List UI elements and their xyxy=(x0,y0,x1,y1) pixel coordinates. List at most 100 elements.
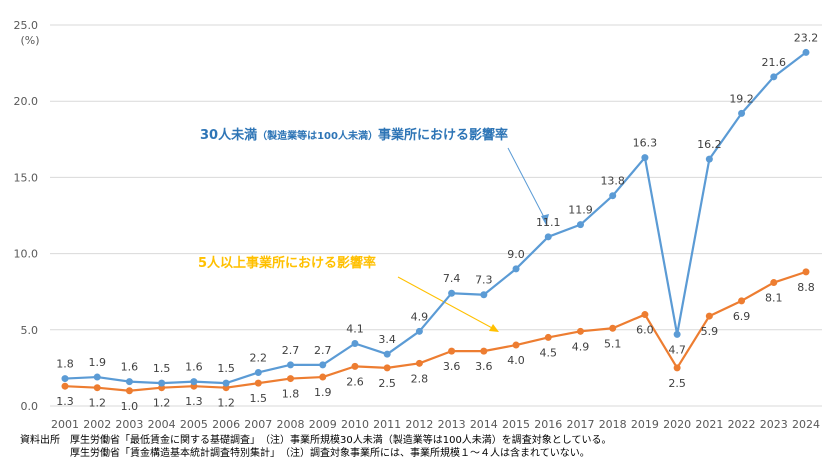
data-label: 11.1 xyxy=(536,216,561,229)
x-tick-label: 2012 xyxy=(405,418,433,431)
x-tick-label: 2024 xyxy=(792,418,820,431)
data-point xyxy=(93,373,101,381)
data-point xyxy=(480,291,488,299)
y-tick-label: 0.0 xyxy=(21,400,39,413)
data-label: 4.7 xyxy=(668,343,686,356)
x-tick-label: 2019 xyxy=(631,418,659,431)
data-label: 1.9 xyxy=(88,356,106,369)
data-label: 13.8 xyxy=(600,175,625,188)
x-tick-label: 2005 xyxy=(180,418,208,431)
data-point xyxy=(576,327,584,335)
y-tick-label: 25.0 xyxy=(14,19,39,32)
y-tick-label: 5.0 xyxy=(21,324,39,337)
data-label: 1.5 xyxy=(250,392,268,405)
x-tick-label: 2007 xyxy=(244,418,272,431)
data-label: 3.6 xyxy=(443,360,461,373)
data-point xyxy=(61,375,69,383)
data-label: 2.7 xyxy=(314,344,332,357)
data-label: 6.9 xyxy=(733,310,751,323)
x-tick-label: 2023 xyxy=(760,418,788,431)
data-label: 16.2 xyxy=(697,138,722,151)
data-point xyxy=(576,221,584,229)
data-label: 6.0 xyxy=(636,324,654,337)
data-point xyxy=(222,379,230,387)
y-axis-unit-label: (%) xyxy=(20,34,39,47)
data-point xyxy=(641,154,649,162)
data-point xyxy=(641,311,649,319)
data-label: 1.3 xyxy=(56,395,74,408)
data-point xyxy=(448,289,456,297)
data-point xyxy=(802,268,810,276)
data-label: 2.6 xyxy=(346,375,364,388)
data-point xyxy=(287,361,295,369)
x-tick-label: 2018 xyxy=(599,418,627,431)
data-point xyxy=(673,330,681,338)
data-label: 1.2 xyxy=(153,397,171,410)
data-label: 5.9 xyxy=(701,325,719,338)
series-line-0 xyxy=(64,51,807,385)
x-tick-label: 2006 xyxy=(212,418,240,431)
annotation-arrowhead-5plus-firms xyxy=(489,324,499,332)
data-point xyxy=(448,347,456,355)
data-label: 7.4 xyxy=(443,272,461,285)
data-point xyxy=(512,265,520,273)
x-tick-label: 2013 xyxy=(438,418,466,431)
data-label: 23.2 xyxy=(794,31,819,44)
data-label: 1.5 xyxy=(153,362,171,375)
data-point xyxy=(512,341,520,349)
y-axis-ticks: 0.0 5.0 10.0 15.0 20.0 25.0 xyxy=(14,19,39,413)
data-point xyxy=(254,368,262,376)
data-point xyxy=(738,109,746,117)
data-point xyxy=(254,379,262,387)
series-line-1 xyxy=(64,270,807,392)
x-tick-label: 2001 xyxy=(51,418,79,431)
data-label: 4.1 xyxy=(346,323,364,336)
x-tick-label: 2009 xyxy=(309,418,337,431)
data-point xyxy=(61,382,69,390)
annotation-arrow-5plus-firms xyxy=(397,276,495,330)
data-label: 3.6 xyxy=(475,360,493,373)
data-point xyxy=(770,73,778,81)
data-point xyxy=(544,233,552,241)
x-tick-label: 2003 xyxy=(115,418,143,431)
annotation-arrow-small-firms xyxy=(507,147,547,222)
data-label: 2.8 xyxy=(411,372,429,385)
x-tick-label: 2021 xyxy=(695,418,723,431)
data-label: 1.5 xyxy=(217,362,235,375)
data-label: 1.2 xyxy=(217,397,235,410)
data-point xyxy=(609,324,617,332)
data-label: 9.0 xyxy=(507,248,525,261)
data-point xyxy=(351,340,359,348)
data-label: 2.7 xyxy=(282,344,300,357)
data-point xyxy=(673,364,681,372)
data-label: 1.6 xyxy=(121,361,139,374)
x-tick-label: 2002 xyxy=(83,418,111,431)
data-label: 19.2 xyxy=(729,92,754,105)
data-point xyxy=(287,375,295,383)
data-label: 7.3 xyxy=(475,274,493,287)
data-label: 8.1 xyxy=(765,292,783,305)
x-tick-label: 2011 xyxy=(373,418,401,431)
data-point xyxy=(802,48,810,56)
annotation-5plus-firms: 5人以上事業所における影響率 xyxy=(198,255,376,271)
data-point xyxy=(383,350,391,358)
data-label: 4.9 xyxy=(572,340,590,353)
data-label: 2.5 xyxy=(378,377,396,390)
data-point xyxy=(705,312,713,320)
data-point xyxy=(415,327,423,335)
data-label: 2.5 xyxy=(668,377,686,390)
x-tick-label: 2015 xyxy=(502,418,530,431)
data-label: 1.0 xyxy=(121,400,139,413)
x-tick-label: 2022 xyxy=(728,418,756,431)
footnote-source-1: 資料出所 厚生労働省「最低賃金に関する基礎調査」 （注）事業所規模30人未満（製… xyxy=(20,435,612,446)
data-label: 1.2 xyxy=(88,397,106,410)
data-label: 1.8 xyxy=(56,358,74,371)
y-tick-label: 20.0 xyxy=(14,95,39,108)
data-label: 4.0 xyxy=(507,354,525,367)
data-point xyxy=(93,384,101,392)
data-label: 8.8 xyxy=(797,281,815,294)
data-label: 3.4 xyxy=(378,333,396,346)
y-tick-label: 15.0 xyxy=(14,171,39,184)
data-label: 21.6 xyxy=(762,56,787,69)
